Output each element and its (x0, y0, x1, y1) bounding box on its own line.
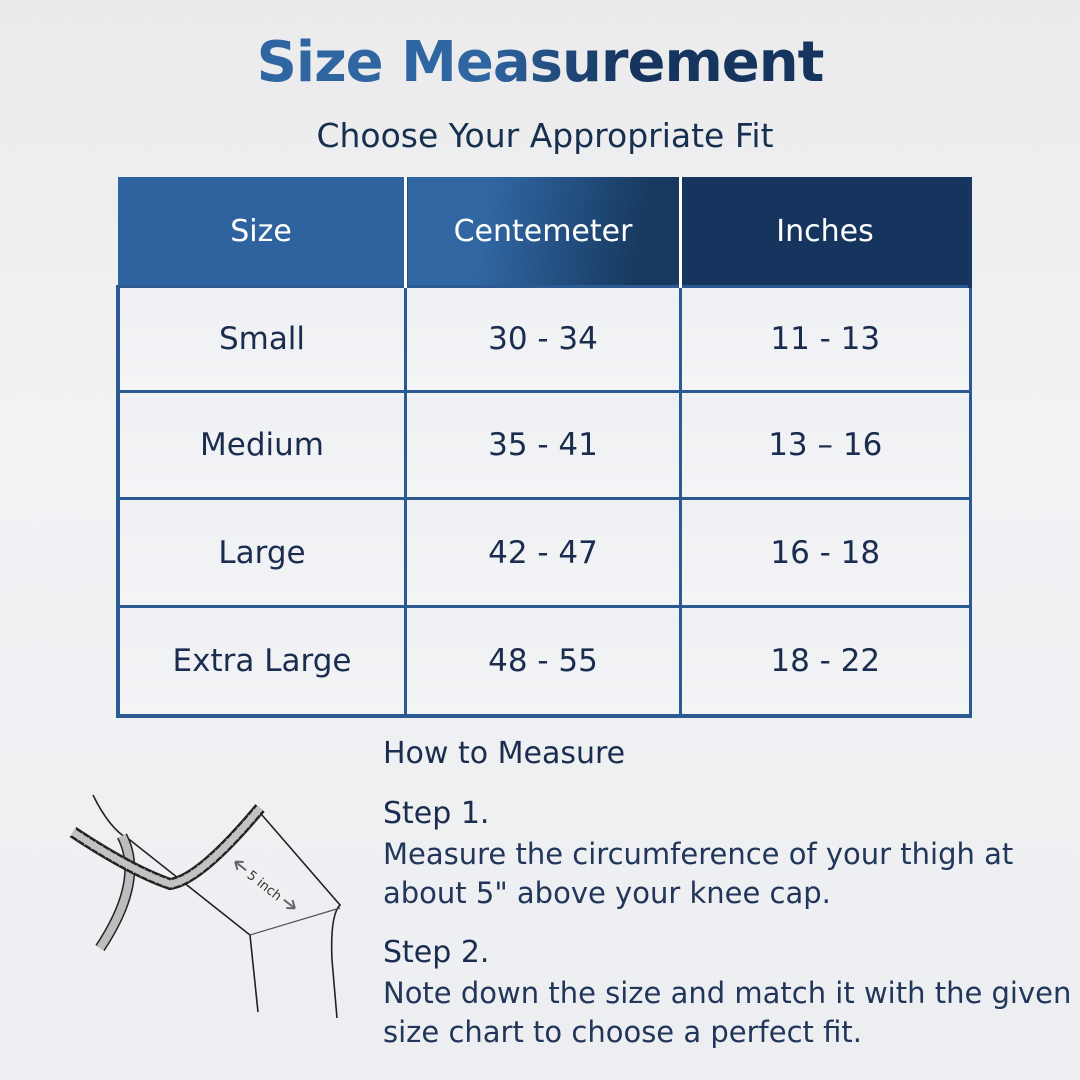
step-2-text: Note down the size and match it with the… (383, 976, 1072, 1049)
size-cell: Extra Large (116, 605, 407, 718)
size-cell: Small (116, 285, 407, 393)
step-1-label: Step 1. (383, 796, 490, 831)
header-inches: Inches (680, 177, 972, 287)
leg-measuring-tape-icon: 5 inch (69, 794, 342, 1019)
cm-cell: 35 - 41 (404, 390, 682, 500)
table-row: Medium 35 - 41 13 – 16 (116, 390, 972, 500)
size-cell: Medium (116, 390, 407, 500)
table-row: Small 30 - 34 11 - 13 (116, 285, 972, 393)
header-centimeter: Centemeter (405, 177, 682, 287)
leg-outline (92, 794, 259, 1013)
step-2-label: Step 2. (383, 935, 490, 970)
step-1-text: Measure the circumference of your thigh … (383, 837, 1014, 910)
inch-cell: 11 - 13 (679, 285, 972, 393)
how-to-measure-heading: How to Measure (383, 736, 626, 771)
page-subtitle: Choose Your Appropriate Fit (316, 116, 774, 155)
page-title: Size Measurement (0, 30, 1080, 95)
inch-cell: 16 - 18 (679, 497, 972, 608)
table-row: Large 42 - 47 16 - 18 (116, 497, 972, 608)
size-cell: Large (116, 497, 407, 608)
inch-cell: 13 – 16 (679, 390, 972, 500)
cm-cell: 48 - 55 (404, 605, 682, 718)
table-header-row: Size Centemeter Inches (118, 177, 972, 287)
cm-cell: 30 - 34 (404, 285, 682, 393)
cm-cell: 42 - 47 (404, 497, 682, 608)
leg-outline (261, 814, 342, 1019)
header-size: Size (118, 177, 407, 287)
knee-line (249, 907, 341, 936)
inch-cell: 18 - 22 (679, 605, 972, 718)
table-row: Extra Large 48 - 55 18 - 22 (116, 605, 972, 718)
size-chart-table: Size Centemeter Inches Small 30 - 34 11 … (116, 177, 972, 718)
